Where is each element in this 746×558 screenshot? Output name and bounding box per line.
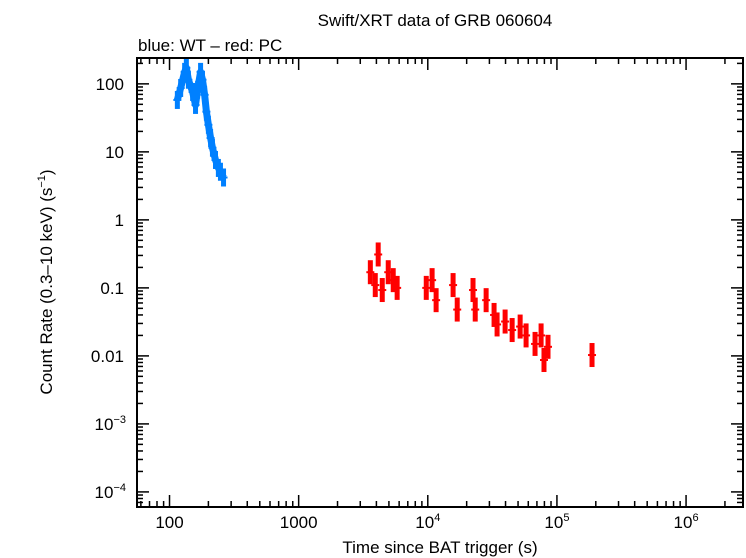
chart-title: Swift/XRT data of GRB 060604 (318, 11, 553, 30)
data-point (493, 312, 502, 337)
data-point (522, 323, 531, 348)
data-point (469, 278, 478, 303)
data-point (374, 242, 383, 267)
x-tick-label: 105 (544, 512, 569, 532)
data-point (516, 314, 525, 339)
data-point (378, 278, 387, 303)
data-point (537, 323, 546, 348)
data-point (428, 268, 437, 293)
y-tick-label: 0.01 (91, 347, 124, 366)
data-point (453, 297, 462, 322)
data-point (449, 273, 458, 298)
data-point (366, 260, 375, 285)
data-point (539, 348, 548, 373)
y-tick-label: 1 (115, 211, 124, 230)
data-point (482, 288, 491, 313)
x-tick-label: 106 (674, 512, 699, 532)
data-point (393, 275, 402, 300)
data-point (432, 288, 441, 313)
chart-subtitle: blue: WT – red: PC (138, 36, 282, 55)
series-wt (173, 58, 228, 187)
y-tick-label: 10−4 (95, 482, 126, 502)
data-point (501, 309, 510, 334)
data-point (371, 273, 380, 298)
data-point (544, 334, 553, 359)
y-tick-label: 0.1 (100, 279, 124, 298)
x-tick-label: 104 (415, 512, 440, 532)
data-point (588, 343, 597, 368)
y-tick-label: 100 (96, 75, 124, 94)
x-tick-label: 1000 (280, 513, 318, 532)
y-axis-label: Count Rate (0.3–10 keV) (s−1) (36, 169, 56, 394)
y-tick-label: 10−3 (95, 414, 126, 434)
data-point (531, 331, 540, 356)
wt-band (173, 64, 227, 180)
x-tick-label: 100 (155, 513, 183, 532)
data-point (422, 275, 431, 300)
data-point (508, 318, 517, 343)
plot-frame (136, 57, 744, 508)
y-tick-label: 10 (105, 143, 124, 162)
x-axis-label: Time since BAT trigger (s) (342, 538, 537, 557)
series-pc (366, 242, 597, 373)
data-point (471, 297, 480, 322)
